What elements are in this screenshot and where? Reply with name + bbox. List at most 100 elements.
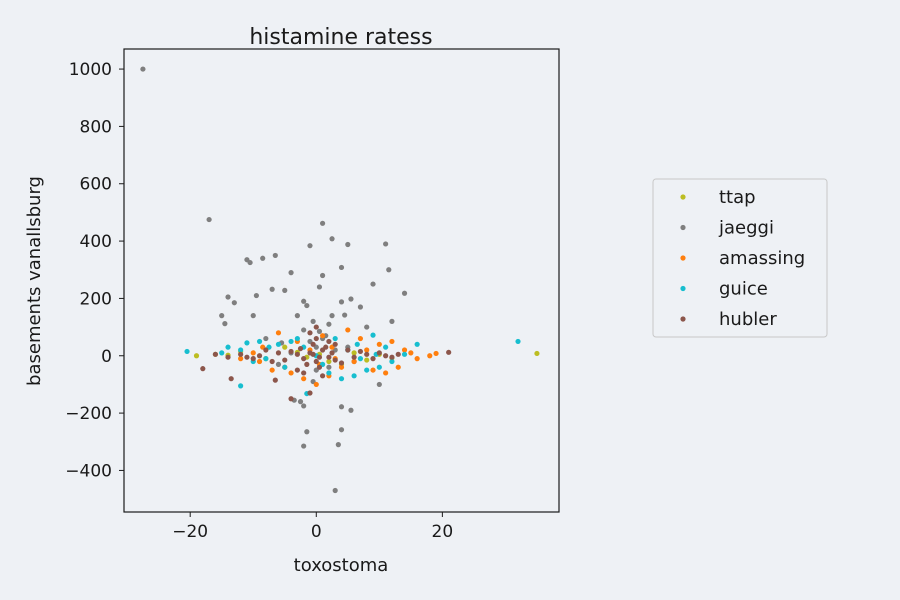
data-point <box>335 442 341 448</box>
data-points <box>140 66 540 494</box>
data-point <box>272 252 278 259</box>
data-point <box>269 358 275 365</box>
data-point <box>319 333 326 339</box>
data-point <box>364 324 370 330</box>
y-tick-label: 1000 <box>69 60 112 80</box>
data-point <box>401 347 408 353</box>
x-axis-label: toxostoma <box>294 555 389 576</box>
data-point <box>351 373 357 379</box>
data-point <box>376 341 382 347</box>
data-point <box>200 366 206 372</box>
data-point <box>225 344 231 350</box>
data-point <box>244 340 250 346</box>
chart-title: histamine ratess <box>249 25 432 50</box>
y-tick-label: 600 <box>80 175 112 195</box>
data-point <box>348 296 354 302</box>
data-point <box>225 294 231 300</box>
data-point <box>206 216 212 223</box>
y-axis: −400 −200 0 200 400 600 800 1000 <box>65 60 124 481</box>
data-point <box>228 376 234 382</box>
data-point <box>351 354 357 360</box>
data-point <box>332 341 338 347</box>
data-point <box>376 381 382 388</box>
data-point <box>338 404 345 410</box>
data-point <box>282 287 288 293</box>
legend: ttap jaeggi amassing guice hubler <box>652 178 828 338</box>
data-point <box>288 348 294 355</box>
data-point <box>297 345 304 352</box>
data-point <box>414 356 420 362</box>
data-point <box>370 356 376 362</box>
data-point <box>301 327 307 333</box>
data-point <box>225 354 231 360</box>
y-tick-label: −200 <box>65 404 112 424</box>
y-tick-label: −400 <box>65 461 112 481</box>
data-point <box>364 351 370 357</box>
data-point <box>386 267 392 273</box>
data-point <box>307 390 313 396</box>
data-point <box>389 358 395 365</box>
data-point <box>316 284 323 290</box>
data-point <box>250 313 256 319</box>
data-point <box>326 338 332 345</box>
data-point <box>304 302 310 309</box>
x-tick-label: 20 <box>432 522 454 542</box>
data-point <box>357 356 364 362</box>
data-point <box>383 241 389 247</box>
data-point <box>338 299 345 305</box>
data-point <box>326 370 332 376</box>
data-point <box>253 292 259 299</box>
data-point <box>329 350 335 356</box>
data-point <box>401 290 408 296</box>
data-point <box>297 399 304 405</box>
data-point <box>414 341 420 347</box>
data-point <box>282 357 288 363</box>
data-point <box>313 381 319 388</box>
data-point <box>408 350 414 356</box>
y-tick-label: 0 <box>101 347 112 367</box>
data-point <box>301 403 307 409</box>
data-point <box>370 367 376 373</box>
data-point <box>338 427 345 433</box>
data-point <box>370 332 376 338</box>
data-point <box>383 344 389 350</box>
data-point <box>219 313 225 319</box>
data-point <box>338 376 345 382</box>
legend-marker <box>680 255 686 261</box>
data-point <box>301 356 307 362</box>
data-point <box>515 338 521 345</box>
series-jaeggi <box>140 66 408 494</box>
data-point <box>395 351 401 357</box>
data-point <box>326 321 332 327</box>
data-point <box>288 338 294 345</box>
data-point <box>427 353 433 359</box>
data-point <box>395 364 401 370</box>
data-point <box>304 361 310 367</box>
data-point <box>238 356 244 362</box>
data-point <box>389 354 395 360</box>
data-point <box>294 351 300 357</box>
data-point <box>310 351 316 357</box>
legend-label: jaeggi <box>718 218 774 239</box>
data-point <box>376 364 382 370</box>
data-point <box>326 354 332 360</box>
data-point <box>256 353 263 359</box>
data-point <box>313 358 319 365</box>
legend-label: amassing <box>719 248 805 269</box>
data-point <box>389 318 395 324</box>
y-tick-label: 200 <box>80 289 112 309</box>
data-point <box>184 348 190 355</box>
legend-label: hubler <box>719 309 777 330</box>
data-point <box>354 341 360 347</box>
data-point <box>338 360 345 366</box>
data-point <box>304 429 310 435</box>
data-point <box>219 350 225 356</box>
data-point <box>329 313 335 319</box>
data-point <box>329 236 335 242</box>
data-point <box>247 259 253 266</box>
data-point <box>342 312 348 318</box>
data-point <box>345 327 351 333</box>
data-point <box>301 298 307 304</box>
data-point <box>389 338 395 345</box>
data-point <box>263 356 269 362</box>
